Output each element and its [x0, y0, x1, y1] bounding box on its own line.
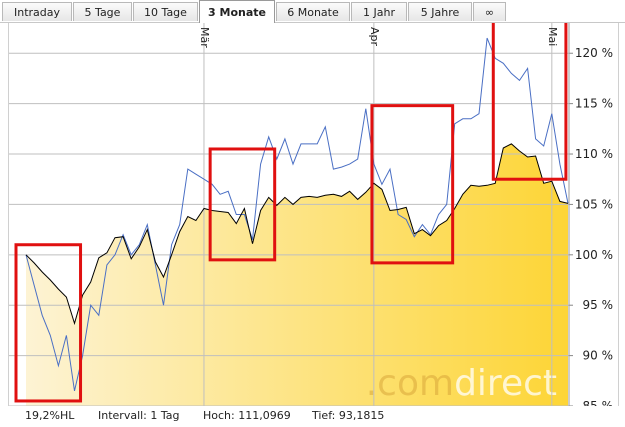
- highlight-box: [491, 23, 568, 181]
- y-tick-label: 120 %: [575, 46, 613, 60]
- y-tick-label: 85 %: [583, 399, 614, 406]
- main-series-line: [25, 143, 569, 326]
- price-area-fill: [26, 143, 568, 406]
- tab-5-tage[interactable]: 5 Tage: [73, 2, 132, 21]
- tab-10-tage[interactable]: 10 Tage: [133, 2, 198, 21]
- y-tick-label: 110 %: [575, 147, 613, 161]
- timeframe-tab-bar: Intraday 5 Tage 10 Tage 3 Monate 6 Monat…: [0, 0, 625, 23]
- low-value: Tief: 93,1815: [312, 409, 385, 422]
- hl-indicator: 19,2%HL: [25, 409, 75, 422]
- y-tick-label: 105 %: [575, 197, 613, 211]
- tab-6-monate[interactable]: 6 Monate: [276, 2, 350, 21]
- tab-intraday[interactable]: Intraday: [2, 2, 72, 21]
- highlight-box: [208, 147, 277, 262]
- chart-footer: 19,2%HL Intervall: 1 Tag Hoch: 111,0969 …: [0, 406, 625, 427]
- y-tick-label: 100 %: [575, 248, 613, 262]
- tab-5-jahre[interactable]: 5 Jahre: [408, 2, 472, 21]
- highlight-box: [370, 104, 455, 265]
- price-chart: .comdirect 85 % 90 % 95 % 100 % 105 % 110 % 115…: [9, 23, 614, 406]
- tab-1-jahr[interactable]: 1 Jahr: [351, 2, 407, 21]
- tab-3-monate[interactable]: 3 Monate: [199, 0, 275, 23]
- tab-all-time[interactable]: ∞: [473, 2, 506, 21]
- month-label: Mär: [198, 27, 211, 48]
- y-tick-label: 95 %: [583, 298, 614, 312]
- month-label: Apr: [368, 27, 381, 47]
- comdirect-watermark: .comdirect: [366, 363, 557, 404]
- benchmark-series-line: [25, 37, 569, 392]
- y-tick-label: 90 %: [583, 349, 614, 363]
- month-label: Mai: [546, 27, 559, 46]
- y-tick-label: 115 %: [575, 97, 613, 111]
- high-value: Hoch: 111,0969: [203, 409, 291, 422]
- highlight-box: [14, 243, 83, 403]
- interval-label: Intervall: 1 Tag: [98, 409, 180, 422]
- chart-area: .comdirect 85 % 90 % 95 % 100 % 105 % 110 % 115…: [8, 23, 619, 406]
